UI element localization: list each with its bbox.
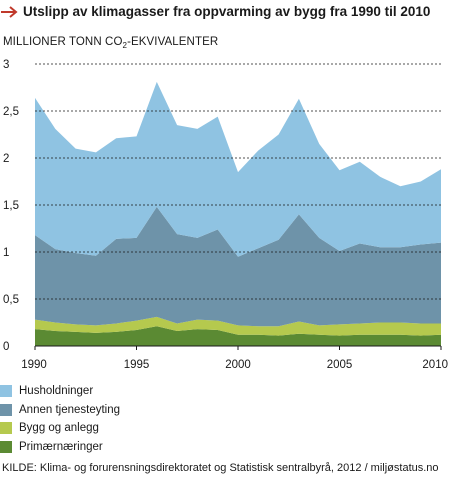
y-tick-label: 0,5 — [3, 294, 19, 306]
y-tick-label: 2,5 — [3, 106, 19, 118]
y-tick-label: 1 — [3, 247, 9, 259]
x-tick-label: 2005 — [327, 359, 353, 371]
area-primærnæringer — [35, 326, 441, 346]
y-axis-label-subscript: 2 — [122, 41, 128, 50]
legend-swatch — [0, 385, 12, 398]
stacked-area-chart: 0 0,5 1 1,5 2 2,5 3 1990 1995 2000 2005 2010 — [3, 59, 448, 371]
legend-label: Husholdninger — [19, 385, 94, 398]
y-axis-label-rest: -EKVIVALENTER — [127, 36, 219, 48]
legend-label: Bygg og anlegg — [19, 422, 99, 435]
legend: Husholdninger Annen tjenesteyting Bygg og … — [0, 382, 300, 456]
legend-label: Primærnæringer — [19, 440, 103, 453]
x-tick-label: 2000 — [225, 359, 251, 371]
chart-title-row: Utslipp av klimagasser fra oppvarming av… — [0, 4, 450, 19]
legend-label: Annen tjenesteyting — [19, 403, 121, 416]
arrow-right-icon — [1, 5, 18, 18]
area-husholdninger — [35, 81, 441, 257]
y-tick-label: 2 — [3, 153, 9, 165]
y-axis-label-main: MILLIONER TONN CO — [3, 36, 123, 48]
y-tick-label: 0 — [3, 341, 9, 353]
y-axis-label: MILLIONER TONN CO2-EKVIVALENTER — [3, 36, 219, 50]
legend-item: Annen tjenesteyting — [0, 401, 300, 420]
legend-swatch — [0, 440, 12, 453]
legend-swatch — [0, 422, 12, 435]
legend-item: Bygg og anlegg — [0, 419, 300, 438]
x-tick-label: 1990 — [21, 359, 47, 371]
x-tick-label: 2010 — [422, 359, 448, 371]
x-tick-label: 1995 — [124, 359, 150, 371]
legend-item: Husholdninger — [0, 382, 300, 401]
area-bygg-og-anlegg — [35, 316, 441, 336]
legend-item: Primærnæringer — [0, 438, 300, 457]
y-tick-label: 1,5 — [3, 200, 19, 212]
legend-swatch — [0, 403, 12, 416]
source-note: KILDE: Klima- og forurensningsdirektorat… — [2, 462, 439, 474]
chart-title: Utslipp av klimagasser fra oppvarming av… — [23, 4, 431, 19]
y-tick-label: 3 — [3, 59, 9, 71]
area-annen-tjenesteyting — [35, 206, 441, 327]
